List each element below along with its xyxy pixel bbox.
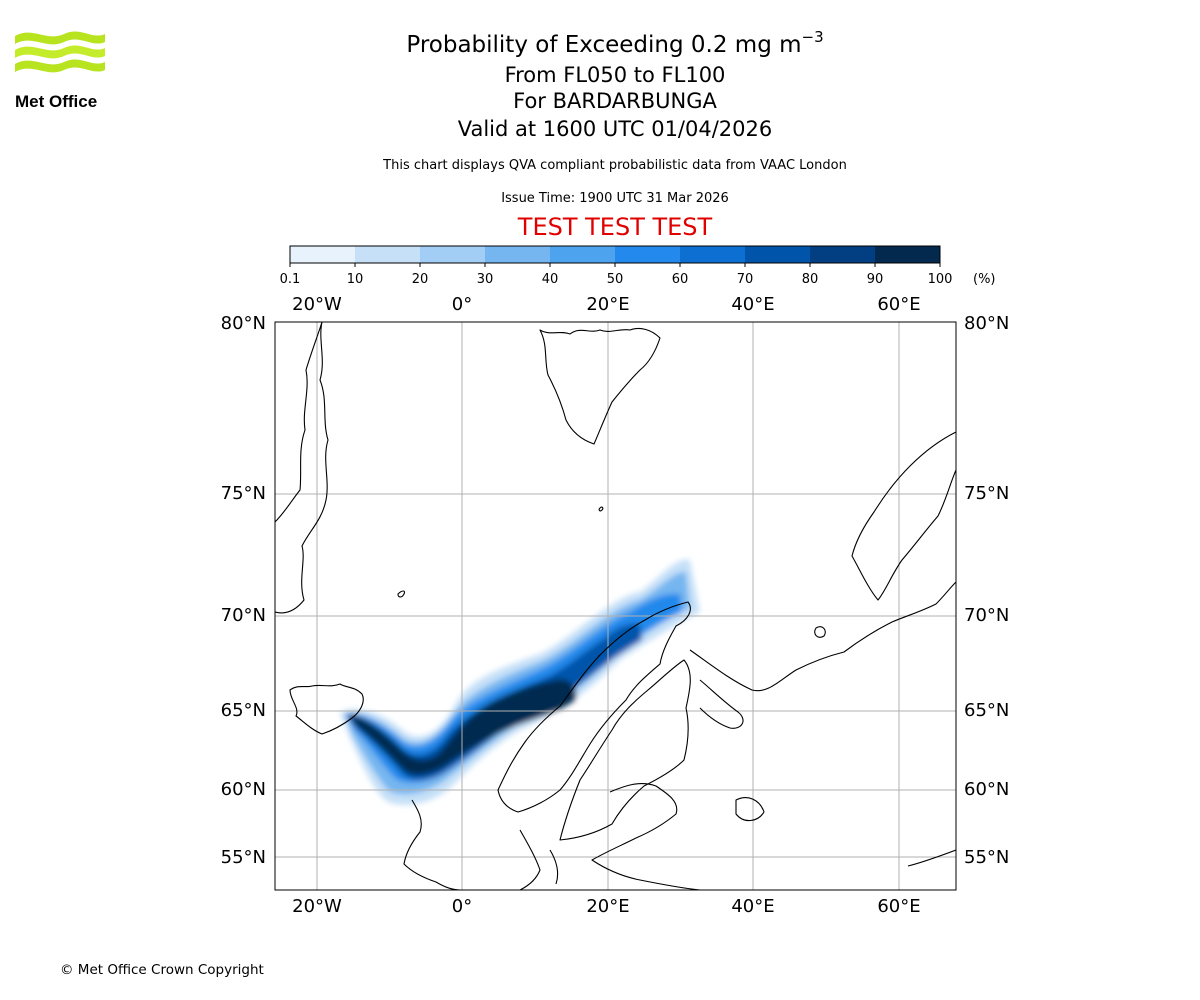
- colorbar-tick-label-6: 60: [672, 272, 689, 287]
- colorbar-bins: [290, 246, 940, 263]
- chart-title-exponent: −3: [801, 28, 824, 46]
- flight-levels: From FL050 to FL100: [504, 63, 726, 87]
- lat-label-right-1: 75°N: [964, 483, 1009, 504]
- lat-label-left-1: 75°N: [221, 483, 266, 504]
- colorbar-bin-7: [745, 246, 810, 263]
- colorbar-tick-label-4: 40: [542, 272, 559, 287]
- disclaimer-text: This chart displays QVA compliant probab…: [383, 158, 847, 173]
- axis-labels: 20°W 20°W 0° 0° 20°E 20°E 40°E 40°E 60°E 60°E 80°N…: [221, 294, 1010, 917]
- lat-label-right-0: 80°N: [964, 313, 1009, 334]
- lon-label-top-2: 20°E: [586, 294, 629, 315]
- colorbar-bin-6: [680, 246, 745, 263]
- issue-time: Issue Time: 1900 UTC 31 Mar 2026: [501, 191, 729, 206]
- chart-title-text: Probability of Exceeding 0.2 mg m: [406, 32, 802, 58]
- plume-band-50: [345, 593, 682, 783]
- colorbar-bin-0: [290, 246, 355, 263]
- lat-label-left-0: 80°N: [221, 313, 266, 334]
- lon-label-top-3: 40°E: [731, 294, 774, 315]
- colorbar-ticks: 0.1 10 20 30 40 50 60 70 80 90 100: [280, 263, 953, 287]
- valid-time: Valid at 1600 UTC 01/04/2026: [457, 117, 773, 141]
- colorbar-tick-label-5: 50: [607, 272, 624, 287]
- met-office-logo: Met Office: [12, 28, 112, 114]
- coast-britain: [403, 799, 461, 890]
- colorbar-tick-label-8: 80: [802, 272, 819, 287]
- coast-novaya-zemlya: [851, 431, 956, 601]
- copyright-text: © Met Office Crown Copyright: [60, 962, 264, 978]
- coast-arctic-russia: [907, 849, 956, 867]
- colorbar-bin-1: [355, 246, 420, 263]
- coast-baltic: [591, 783, 701, 890]
- lon-label-bottom-3: 40°E: [731, 896, 774, 917]
- coast-bear-island: [598, 506, 604, 512]
- coast-lake-ladoga: [735, 797, 765, 822]
- lat-label-left-5: 55°N: [221, 847, 266, 868]
- colorbar-tick-label-3: 30: [477, 272, 494, 287]
- colorbar-tick-label-10: 100: [928, 272, 953, 287]
- colorbar-bin-4: [550, 246, 615, 263]
- coast-kolguev: [814, 626, 826, 638]
- lon-label-bottom-0: 20°W: [292, 896, 342, 917]
- lat-label-right-2: 70°N: [964, 605, 1009, 626]
- coastlines: [275, 322, 956, 890]
- colorbar-tick-label-7: 70: [737, 272, 754, 287]
- coast-svalbard: [539, 327, 661, 445]
- lon-label-bottom-1: 0°: [452, 896, 472, 917]
- lat-label-right-3: 65°N: [964, 700, 1009, 721]
- colorbar-tick-label-1: 10: [347, 272, 364, 287]
- lon-label-top-1: 0°: [452, 294, 472, 315]
- colorbar-tick-label-0: 0.1: [280, 272, 301, 287]
- lon-label-bottom-2: 20°E: [586, 896, 629, 917]
- coast-russia-kola: [689, 581, 956, 692]
- colorbar-tick-label-9: 90: [867, 272, 884, 287]
- colorbar-bin-5: [615, 246, 680, 263]
- lat-label-left-4: 60°N: [221, 779, 266, 800]
- volcano-name: For BARDARBUNGA: [513, 89, 717, 113]
- ash-plume: [340, 559, 700, 806]
- lat-label-right-4: 60°N: [964, 779, 1009, 800]
- colorbar-tick-label-2: 20: [412, 272, 429, 287]
- test-banner: TEST TEST TEST: [517, 213, 713, 241]
- map-frame: [274, 321, 957, 891]
- colorbar-bin-2: [420, 246, 485, 263]
- lon-label-top-4: 60°E: [877, 294, 920, 315]
- met-office-waves-icon: Met Office: [15, 31, 105, 111]
- chart-title: Probability of Exceeding 0.2 mg m−3: [0, 28, 1200, 58]
- coast-denmark-germany: [519, 829, 559, 890]
- colorbar-bin-9: [875, 246, 940, 263]
- colorbar-bin-8: [810, 246, 875, 263]
- lon-label-bottom-4: 60°E: [877, 896, 920, 917]
- probability-colorbar: 0.1 10 20 30 40 50 60 70 80 90 100 (%): [280, 245, 996, 287]
- lat-label-left-2: 70°N: [221, 605, 266, 626]
- coast-norway: [497, 601, 691, 813]
- coast-greenland: [275, 322, 329, 614]
- logo-wordmark: Met Office: [15, 92, 97, 111]
- colorbar-bin-3: [485, 246, 550, 263]
- coast-sweden-finland: [559, 659, 691, 841]
- coast-white-sea: [699, 679, 744, 729]
- lat-label-right-5: 55°N: [964, 847, 1009, 868]
- lat-label-left-3: 65°N: [221, 700, 266, 721]
- lon-label-top-0: 20°W: [292, 294, 342, 315]
- coast-iceland: [289, 683, 364, 735]
- coast-jan-mayen: [397, 590, 406, 598]
- colorbar-unit: (%): [973, 272, 996, 287]
